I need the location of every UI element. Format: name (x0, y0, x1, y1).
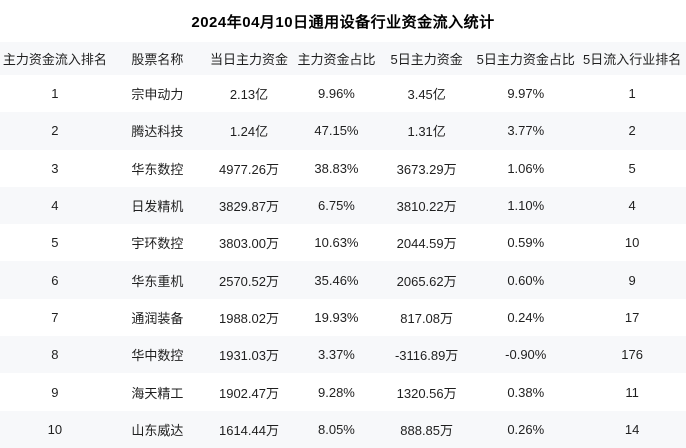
col-header-main-fund-ratio: 主力资金占比 (292, 42, 380, 75)
cell-5day-main-fund-ratio: 0.38% (473, 373, 579, 411)
cell-5day-main-fund: -3116.89万 (380, 336, 474, 374)
cell-rank: 8 (0, 336, 110, 374)
cell-today-main-fund: 2570.52万 (205, 261, 293, 299)
cell-stock-name: 山东威达 (109, 410, 206, 448)
cell-5day-industry-rank: 9 (578, 261, 686, 299)
cell-stock-name: 日发精机 (109, 186, 206, 225)
col-header-5day-main-fund: 5日主力资金 (380, 42, 474, 75)
cell-5day-main-fund: 3.45亿 (380, 75, 474, 113)
cell-stock-name: 华中数控 (109, 336, 206, 374)
table-row: 10 山东威达 1614.44万 8.05% 888.85万 0.26% 14 (0, 410, 686, 448)
cell-5day-main-fund: 3810.22万 (380, 186, 474, 225)
cell-rank: 6 (0, 261, 110, 299)
cell-rank: 3 (0, 149, 110, 187)
cell-5day-main-fund: 2065.62万 (380, 261, 474, 299)
cell-stock-name: 腾达科技 (109, 112, 206, 150)
cell-5day-industry-rank: 2 (578, 112, 686, 150)
cell-5day-industry-rank: 17 (578, 298, 686, 337)
cell-5day-main-fund-ratio: 1.06% (473, 149, 579, 187)
table-row: 1 宗申动力 2.13亿 9.96% 3.45亿 9.97% 1 (0, 75, 686, 113)
col-header-stock-name: 股票名称 (109, 42, 206, 75)
cell-today-main-fund: 1988.02万 (205, 298, 293, 337)
cell-5day-main-fund-ratio: 0.26% (473, 410, 579, 448)
table-row: 2 腾达科技 1.24亿 47.15% 1.31亿 3.77% 2 (0, 112, 686, 150)
cell-rank: 7 (0, 298, 110, 337)
table-header-row: 主力资金流入排名 股票名称 当日主力资金 主力资金占比 5日主力资金 5日主力资… (0, 42, 686, 75)
cell-main-fund-ratio: 8.05% (292, 410, 380, 448)
cell-5day-main-fund-ratio: 3.77% (473, 112, 579, 150)
cell-main-fund-ratio: 35.46% (292, 261, 380, 299)
cell-stock-name: 华东重机 (109, 261, 206, 299)
cell-5day-industry-rank: 5 (578, 149, 686, 187)
table-row: 4 日发精机 3829.87万 6.75% 3810.22万 1.10% 4 (0, 186, 686, 225)
cell-rank: 5 (0, 224, 110, 262)
cell-main-fund-ratio: 3.37% (292, 336, 380, 374)
table-row: 3 华东数控 4977.26万 38.83% 3673.29万 1.06% 5 (0, 149, 686, 187)
cell-today-main-fund: 1.24亿 (205, 112, 293, 150)
cell-main-fund-ratio: 19.93% (292, 298, 380, 337)
cell-5day-industry-rank: 176 (578, 336, 686, 374)
cell-today-main-fund: 3829.87万 (205, 186, 293, 225)
cell-rank: 9 (0, 373, 110, 411)
table-row: 9 海天精工 1902.47万 9.28% 1320.56万 0.38% 11 (0, 373, 686, 411)
col-header-main-inflow-rank: 主力资金流入排名 (0, 42, 110, 75)
cell-stock-name: 宗申动力 (109, 75, 206, 113)
cell-rank: 2 (0, 112, 110, 150)
col-header-5day-main-fund-ratio: 5日主力资金占比 (473, 42, 579, 75)
page-title: 2024年04月10日通用设备行业资金流入统计 (191, 13, 495, 31)
table-row: 7 通润装备 1988.02万 19.93% 817.08万 0.24% 17 (0, 298, 686, 337)
cell-today-main-fund: 3803.00万 (205, 224, 293, 262)
cell-main-fund-ratio: 38.83% (292, 149, 380, 187)
cell-main-fund-ratio: 9.96% (292, 75, 380, 113)
table-row: 5 宇环数控 3803.00万 10.63% 2044.59万 0.59% 10 (0, 224, 686, 262)
cell-5day-main-fund-ratio: -0.90% (473, 336, 579, 374)
cell-main-fund-ratio: 6.75% (292, 186, 380, 225)
cell-stock-name: 华东数控 (109, 149, 206, 187)
table-row: 6 华东重机 2570.52万 35.46% 2065.62万 0.60% 9 (0, 261, 686, 299)
cell-5day-main-fund: 1.31亿 (380, 112, 474, 150)
cell-today-main-fund: 4977.26万 (205, 149, 293, 187)
cell-stock-name: 宇环数控 (109, 224, 206, 262)
cell-5day-industry-rank: 10 (578, 224, 686, 262)
cell-5day-main-fund: 817.08万 (380, 298, 474, 337)
cell-5day-main-fund: 2044.59万 (380, 224, 474, 262)
col-header-today-main-fund: 当日主力资金 (205, 42, 293, 75)
cell-5day-main-fund: 1320.56万 (380, 373, 474, 411)
cell-main-fund-ratio: 47.15% (292, 112, 380, 150)
cell-stock-name: 海天精工 (109, 373, 206, 411)
cell-5day-main-fund-ratio: 9.97% (473, 75, 579, 113)
table-row: 8 华中数控 1931.03万 3.37% -3116.89万 -0.90% 1… (0, 336, 686, 374)
cell-stock-name: 通润装备 (109, 298, 206, 337)
cell-5day-main-fund: 888.85万 (380, 410, 474, 448)
cell-rank: 4 (0, 186, 110, 225)
cell-5day-main-fund-ratio: 0.60% (473, 261, 579, 299)
cell-5day-main-fund-ratio: 0.24% (473, 298, 579, 337)
cell-rank: 10 (0, 410, 110, 448)
cell-5day-main-fund-ratio: 1.10% (473, 186, 579, 225)
cell-today-main-fund: 1931.03万 (205, 336, 293, 374)
col-header-5day-industry-rank: 5日流入行业排名 (578, 42, 686, 75)
cell-main-fund-ratio: 10.63% (292, 224, 380, 262)
cell-today-main-fund: 1614.44万 (205, 410, 293, 448)
cell-5day-main-fund: 3673.29万 (380, 149, 474, 187)
cell-today-main-fund: 2.13亿 (205, 75, 293, 113)
cell-main-fund-ratio: 9.28% (292, 373, 380, 411)
cell-5day-industry-rank: 11 (578, 373, 686, 411)
cell-rank: 1 (0, 75, 110, 113)
fund-flow-table: 主力资金流入排名 股票名称 当日主力资金 主力资金占比 5日主力资金 5日主力资… (0, 42, 686, 448)
cell-5day-main-fund-ratio: 0.59% (473, 224, 579, 262)
cell-5day-industry-rank: 1 (578, 75, 686, 113)
cell-5day-industry-rank: 4 (578, 186, 686, 225)
cell-5day-industry-rank: 14 (578, 410, 686, 448)
cell-today-main-fund: 1902.47万 (205, 373, 293, 411)
